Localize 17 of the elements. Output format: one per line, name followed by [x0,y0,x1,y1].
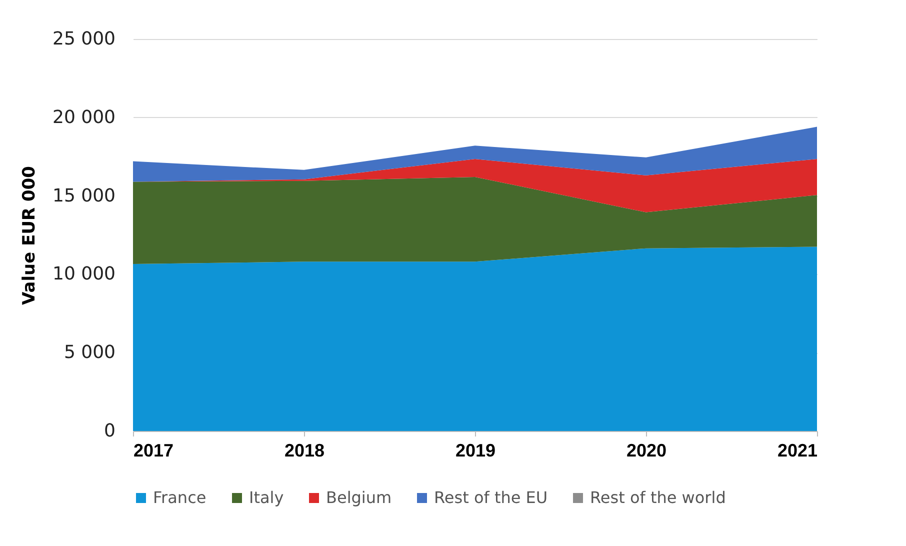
y-tick-label: 10 000 [52,264,116,285]
legend-label: Belgium [326,488,392,507]
legend-label: France [153,488,206,507]
y-tick-label: 5 000 [64,342,116,364]
y-tick-label: 25 000 [52,28,116,50]
y-tick-label: 0 [104,420,116,442]
x-tick-label: 2017 [134,440,174,460]
legend-label: Rest of the world [590,488,726,507]
legend-label: Rest of the EU [434,488,548,507]
x-tick-label: 2021 [777,440,818,460]
y-tick-label: 20 000 [52,106,116,128]
x-tick-label: 2018 [284,440,325,460]
y-tick-label: 15 000 [52,185,116,206]
y-axis-title: Value EUR 000 [20,166,40,305]
x-tick-label: 2020 [626,440,667,460]
legend-label: Italy [249,488,284,507]
x-tick-label: 2019 [455,440,496,460]
